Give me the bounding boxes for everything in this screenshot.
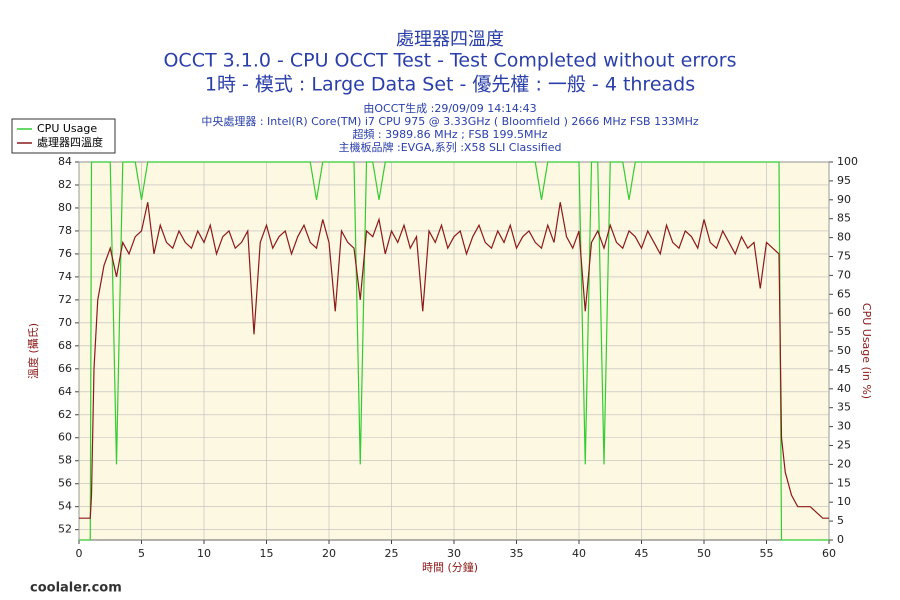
y2-tick-label: 0 bbox=[837, 533, 844, 546]
x-tick-label: 35 bbox=[510, 547, 524, 560]
x-tick-label: 60 bbox=[822, 547, 836, 560]
legend-box bbox=[11, 118, 116, 154]
y2-tick-label: 95 bbox=[837, 174, 851, 187]
y-tick-label: 72 bbox=[58, 293, 72, 306]
x-tick-label: 0 bbox=[76, 547, 83, 560]
y-tick-label: 60 bbox=[58, 431, 72, 444]
series-line bbox=[79, 161, 829, 541]
y-tick-label: 52 bbox=[58, 523, 72, 536]
y-tick-label: 70 bbox=[58, 316, 72, 329]
info-line: 主機板品牌 :EVGA,系列 :X58 SLI Classified bbox=[339, 140, 562, 154]
y-tick-label: 54 bbox=[58, 500, 72, 513]
y2-tick-label: 60 bbox=[837, 306, 851, 319]
legend-label: 處理器四溫度 bbox=[37, 135, 103, 149]
legend-label: CPU Usage bbox=[37, 122, 97, 135]
y2-tick-label: 10 bbox=[837, 495, 851, 508]
y2-tick-label: 25 bbox=[837, 439, 851, 452]
y2-tick-label: 20 bbox=[837, 457, 851, 470]
y2-tick-label: 15 bbox=[837, 476, 851, 489]
y2-tick-label: 100 bbox=[837, 155, 858, 168]
x-axis-label: 時間 (分鐘) bbox=[422, 560, 478, 574]
x-tick-label: 5 bbox=[138, 547, 145, 560]
y2-axis-label: CPU Usage (in %) bbox=[860, 303, 873, 399]
y2-tick-label: 40 bbox=[837, 382, 851, 395]
x-tick-label: 10 bbox=[197, 547, 211, 560]
y2-tick-label: 75 bbox=[837, 250, 851, 263]
info-line: 中央處理器 : Intel(R) Core(TM) i7 CPU 975 @ 3… bbox=[201, 114, 699, 128]
y-tick-label: 74 bbox=[58, 270, 72, 283]
y-tick-label: 80 bbox=[58, 201, 72, 214]
y2-tick-label: 30 bbox=[837, 420, 851, 433]
y-tick-label: 82 bbox=[58, 178, 72, 191]
chart-subtitle: OCCT 3.1.0 - CPU OCCT Test - Test Comple… bbox=[163, 50, 736, 72]
x-tick-label: 40 bbox=[572, 547, 586, 560]
y2-tick-label: 50 bbox=[837, 344, 851, 357]
y2-tick-label: 5 bbox=[837, 514, 844, 527]
y2-tick-label: 55 bbox=[837, 325, 851, 338]
info-line: 超頻 : 3989.86 MHz ; FSB 199.5MHz bbox=[352, 127, 547, 141]
chart-subtitle: 1時 - 模式 : Large Data Set - 優先權 : 一般 - 4 … bbox=[205, 74, 695, 96]
x-tick-label: 30 bbox=[447, 547, 461, 560]
y-tick-label: 66 bbox=[58, 362, 72, 375]
series-line bbox=[79, 202, 829, 519]
x-tick-label: 20 bbox=[322, 547, 336, 560]
x-tick-label: 55 bbox=[760, 547, 774, 560]
watermark: coolaler.com bbox=[30, 581, 122, 596]
y-tick-label: 62 bbox=[58, 408, 72, 421]
x-tick-label: 15 bbox=[260, 547, 274, 560]
x-tick-label: 25 bbox=[385, 547, 399, 560]
y2-tick-label: 45 bbox=[837, 363, 851, 376]
y-tick-label: 58 bbox=[58, 454, 72, 467]
x-tick-label: 50 bbox=[697, 547, 711, 560]
x-tick-label: 45 bbox=[635, 547, 649, 560]
y2-tick-label: 90 bbox=[837, 193, 851, 206]
y2-tick-label: 35 bbox=[837, 401, 851, 414]
info-line: 由OCCT生成 :29/09/09 14:14:43 bbox=[363, 101, 536, 115]
y-tick-label: 76 bbox=[58, 247, 72, 260]
y-tick-label: 84 bbox=[58, 155, 72, 168]
y-axis-label: 溫度 (攝氏) bbox=[26, 323, 40, 379]
chart-title: 處理器四溫度 bbox=[396, 29, 504, 50]
y2-tick-label: 85 bbox=[837, 212, 851, 225]
y-tick-label: 78 bbox=[58, 224, 72, 237]
y-tick-label: 64 bbox=[58, 385, 72, 398]
y2-tick-label: 70 bbox=[837, 268, 851, 281]
y2-tick-label: 80 bbox=[837, 231, 851, 244]
y2-tick-label: 65 bbox=[837, 287, 851, 300]
y-tick-label: 68 bbox=[58, 339, 72, 352]
y-tick-label: 56 bbox=[58, 477, 72, 490]
